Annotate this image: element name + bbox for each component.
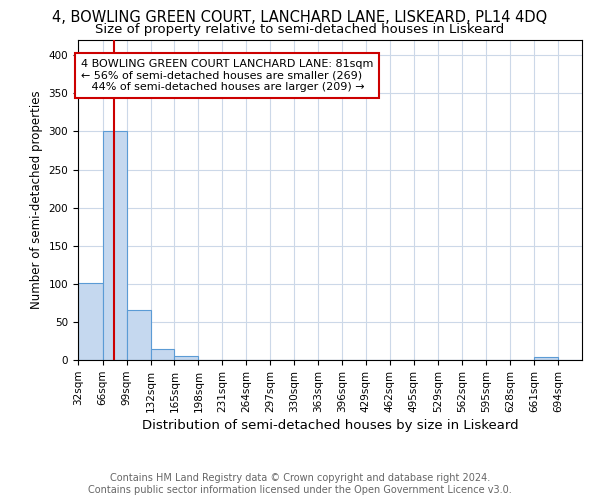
Text: 4 BOWLING GREEN COURT LANCHARD LANE: 81sqm
← 56% of semi-detached houses are sma: 4 BOWLING GREEN COURT LANCHARD LANE: 81s… [81,59,373,92]
Bar [175,356,199,360]
Bar [103,132,127,360]
Bar [151,348,175,360]
Y-axis label: Number of semi-detached properties: Number of semi-detached properties [30,90,43,310]
Bar [534,357,558,360]
X-axis label: Distribution of semi-detached houses by size in Liskeard: Distribution of semi-detached houses by … [142,419,518,432]
Bar [78,283,103,360]
Text: Contains HM Land Registry data © Crown copyright and database right 2024.
Contai: Contains HM Land Registry data © Crown c… [88,474,512,495]
Text: Size of property relative to semi-detached houses in Liskeard: Size of property relative to semi-detach… [95,22,505,36]
Text: 4, BOWLING GREEN COURT, LANCHARD LANE, LISKEARD, PL14 4DQ: 4, BOWLING GREEN COURT, LANCHARD LANE, L… [52,10,548,25]
Bar [127,310,151,360]
